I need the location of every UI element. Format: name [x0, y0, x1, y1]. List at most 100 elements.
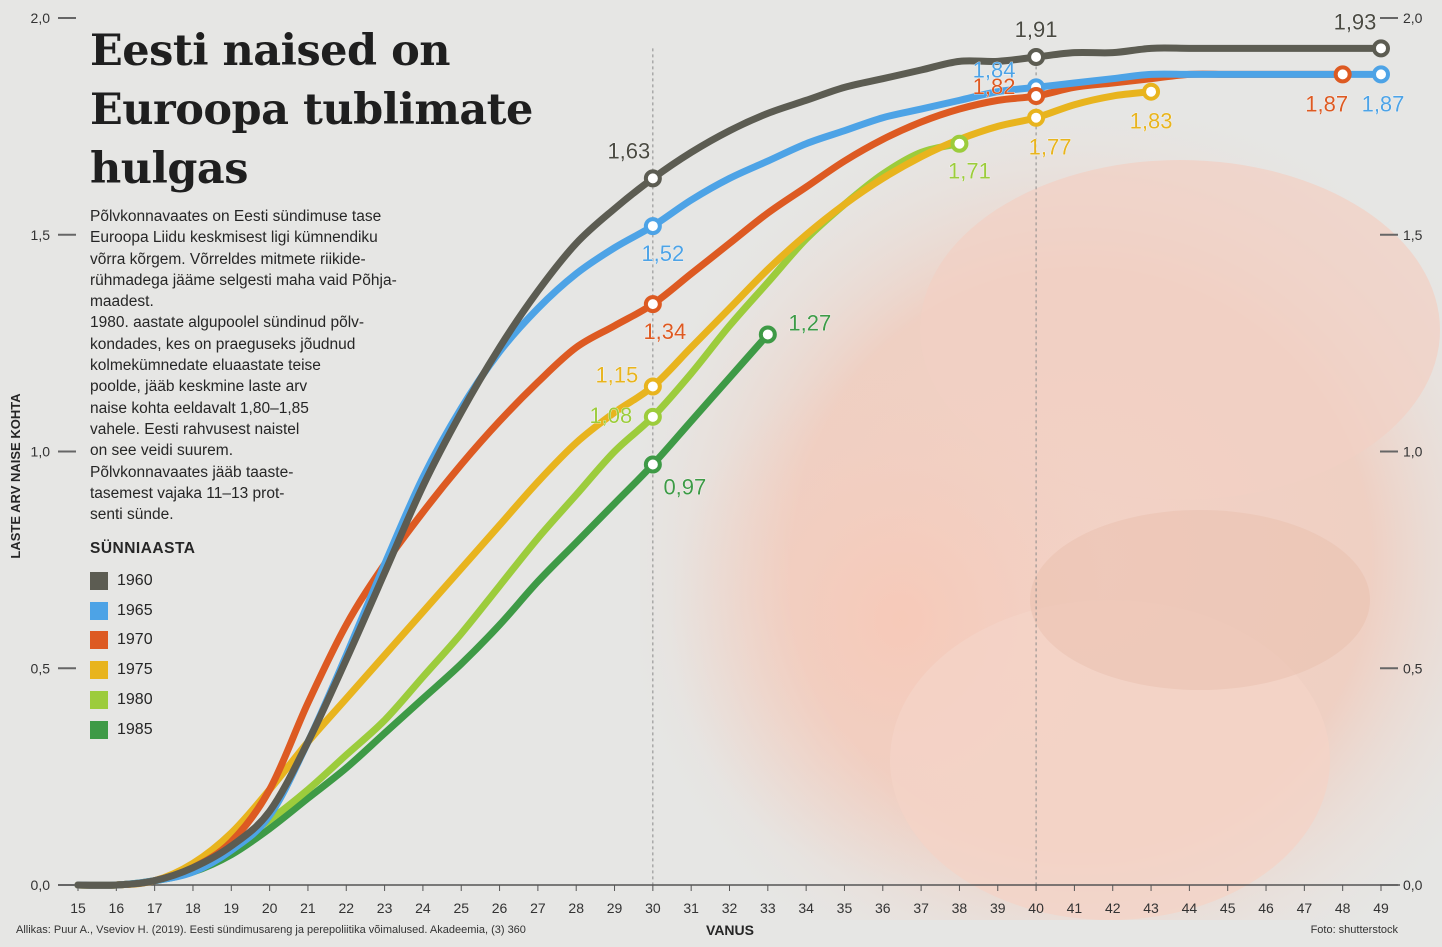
legend-item-1985: 1985	[90, 715, 195, 745]
page-title: Eesti naised on Euroopa tublimate hulgas	[90, 22, 533, 199]
data-label-1975: 1,83	[1130, 109, 1173, 134]
x-tick-label: 27	[530, 900, 546, 916]
y-tick-label: 0,0	[31, 877, 51, 893]
source-note: Allikas: Puur A., Vseviov H. (2019). Ees…	[16, 924, 526, 936]
point-marker-1985	[643, 455, 662, 474]
data-label-1970: 1,34	[643, 319, 686, 344]
series-line-1960	[74, 44, 1385, 889]
point-marker-1960	[1372, 39, 1390, 58]
data-label-1980: 1,71	[948, 159, 991, 184]
data-label-1960: 1,91	[1015, 17, 1058, 42]
gridlines	[652, 48, 1037, 885]
x-tick-label: 40	[1028, 900, 1044, 916]
data-label-1965: 1,52	[641, 241, 684, 266]
x-tick-label: 38	[952, 900, 968, 916]
x-tick-label: 31	[683, 900, 699, 916]
body-line: senti sünde.	[90, 506, 174, 524]
x-tick-label: 33	[760, 900, 776, 916]
legend: SÜNNIAASTA 1960 1965 1970 1975 1980 1985	[90, 540, 195, 745]
legend-label: 1980	[117, 691, 153, 709]
title-line: Eesti naised on	[90, 26, 451, 76]
data-label-1965: 1,84	[973, 57, 1016, 82]
series-line-1970	[74, 70, 1347, 889]
legend-swatch	[90, 691, 108, 710]
point-marker-1980	[643, 407, 662, 426]
point-marker-1980	[950, 134, 969, 153]
y-tick-label: 1,0	[31, 444, 51, 460]
y-tick-label-right: 0,0	[1403, 877, 1423, 893]
data-label-1970: 1,82	[973, 74, 1016, 99]
y-tick-label-right: 1,5	[1403, 227, 1423, 243]
x-tick-label: 28	[568, 900, 584, 916]
y-tick-label: 2,0	[31, 10, 51, 26]
legend-swatch	[90, 661, 108, 680]
y-tick-label: 0,5	[31, 660, 51, 676]
series-markers: 1,63 1,91 1,93 1,52 1,84 1,87 1,34 1,82 1,87 1,15…	[589, 9, 1405, 500]
data-label-1975: 1,77	[1029, 135, 1072, 160]
data-label-1980: 1,08	[589, 403, 632, 428]
legend-swatch	[90, 720, 108, 739]
x-tick-label: 49	[1373, 900, 1389, 916]
body-line: naise kohta eeldavalt 1,80–1,85	[90, 399, 309, 417]
x-tick-label: 37	[913, 900, 929, 916]
point-marker-1965	[1372, 65, 1390, 84]
legend-swatch	[90, 631, 108, 650]
axes: 0,0 0,0 0,5 0,5 1,0 1,0 1,5 1,5 2,0 2,0 15 16 17 18 19…	[31, 10, 1423, 916]
x-tick-label: 47	[1297, 900, 1313, 916]
y-axis-label: LASTE ARV NAISE KOHTA	[8, 393, 23, 559]
x-tick-label: 41	[1067, 900, 1083, 916]
point-marker-1975	[1027, 108, 1046, 127]
x-tick-label: 35	[837, 900, 853, 916]
legend-label: 1975	[117, 661, 153, 679]
legend-label: 1965	[117, 601, 153, 619]
legend-item-1965: 1965	[90, 596, 195, 626]
y-tick-label-right: 1,0	[1403, 444, 1423, 460]
data-label-1970: 1,87	[1305, 91, 1348, 116]
x-tick-label: 44	[1182, 900, 1198, 916]
legend-item-1980: 1980	[90, 685, 195, 715]
point-marker-1975	[1142, 82, 1161, 101]
body-line: on see veidi suurem.	[90, 442, 234, 460]
body-line: vahele. Eesti rahvusest naistel	[90, 420, 300, 438]
x-tick-label: 24	[415, 900, 431, 916]
title-line: Euroopa tublimate	[90, 85, 533, 135]
body-line: Euroopa Liidu keskmisest ligi kümnendiku	[90, 229, 378, 247]
body-line: kolmekümnedate eluaastate teise	[90, 357, 321, 375]
body-line: kondades, kes on praeguseks jõudnud	[90, 335, 356, 353]
data-label-1960: 1,93	[1334, 9, 1377, 34]
legend-label: 1960	[117, 571, 153, 589]
background-photo	[640, 120, 1442, 920]
x-tick-label: 39	[990, 900, 1006, 916]
point-marker-1960	[643, 169, 662, 188]
point-marker-1965	[643, 217, 662, 236]
x-axis-label: VANUS	[706, 922, 754, 938]
y-tick-label: 1,5	[31, 227, 51, 243]
legend-label: 1970	[117, 631, 153, 649]
point-marker-1985	[758, 325, 777, 344]
x-tick-label: 45	[1220, 900, 1236, 916]
legend-item-1960: 1960	[90, 566, 195, 596]
body-line: võrra kõrgem. Võrreldes mitmete riikide-	[90, 250, 366, 268]
x-tick-label: 15	[70, 900, 86, 916]
point-marker-1975	[643, 377, 662, 396]
legend-label: 1985	[117, 720, 153, 738]
x-tick-label: 20	[262, 900, 278, 916]
legend-item-1975: 1975	[90, 655, 195, 685]
x-tick-label: 42	[1105, 900, 1121, 916]
point-marker-1970	[643, 295, 662, 314]
point-marker-1960	[1027, 48, 1046, 67]
data-label-1960: 1,63	[607, 138, 650, 163]
x-tick-label: 23	[377, 900, 393, 916]
data-label-1985: 0,97	[663, 475, 706, 500]
x-tick-label: 26	[492, 900, 508, 916]
x-tick-label: 29	[607, 900, 623, 916]
x-tick-label: 18	[185, 900, 201, 916]
point-marker-1970	[1333, 65, 1352, 84]
body-line: Põlvkonnavaates on Eesti sündimuse tase	[90, 208, 382, 225]
x-tick-label: 19	[224, 900, 240, 916]
body-line: rühmadega jääme selgesti maha vaid Põhja…	[90, 271, 397, 289]
body-line: 1980. aastate algupoolel sündinud põlv-	[90, 314, 365, 332]
body-line: tasemest vajaka 11–13 prot-	[90, 484, 285, 502]
x-tick-label: 32	[722, 900, 738, 916]
x-tick-label: 43	[1143, 900, 1159, 916]
